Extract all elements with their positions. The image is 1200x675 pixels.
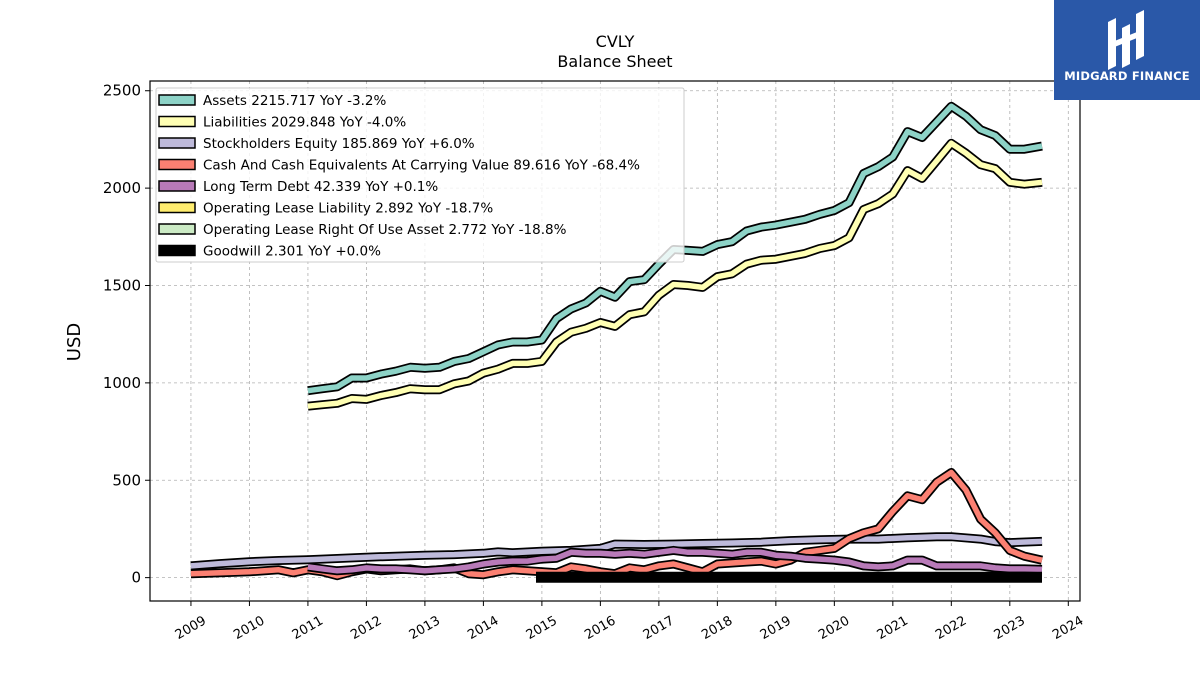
series-layer bbox=[190, 101, 1043, 583]
series-long-term-debt bbox=[307, 545, 1043, 576]
legend-entry: Operating Lease Liability 2.892 YoY -18.… bbox=[203, 201, 493, 217]
legend-entry: Operating Lease Right Of Use Asset 2.772… bbox=[203, 222, 567, 238]
y-tick-label: 0 bbox=[131, 569, 141, 587]
x-tick-label: 2015 bbox=[524, 613, 560, 643]
legend-entry: Long Term Debt 42.339 YoY +0.1% bbox=[203, 179, 438, 195]
plot-frame bbox=[149, 80, 1081, 602]
legend-swatch bbox=[158, 115, 196, 128]
series-line-stockholders-equity bbox=[190, 533, 1043, 569]
y-tick-label: 2500 bbox=[103, 82, 141, 100]
x-tick-label: 2023 bbox=[992, 613, 1028, 643]
legend-swatch bbox=[158, 158, 196, 171]
x-tick-label: 2018 bbox=[699, 613, 735, 643]
x-tick-label: 2019 bbox=[758, 613, 794, 643]
legend: Assets 2215.717 YoY -3.2% Liabilities 202… bbox=[155, 87, 685, 263]
series-line-long-term-debt bbox=[307, 547, 1043, 574]
y-tick-label: 1500 bbox=[103, 276, 141, 294]
legend-swatch bbox=[158, 180, 196, 192]
midgard-logo-icon bbox=[1108, 10, 1144, 70]
x-tick-label: 2014 bbox=[465, 613, 501, 643]
x-tick-label: 2021 bbox=[875, 613, 911, 643]
chart-title: CVLY bbox=[596, 32, 635, 51]
midgard-finance-logo: MIDGARD FINANCE bbox=[1054, 0, 1200, 100]
legend-entry: Cash And Cash Equivalents At Carrying Va… bbox=[203, 158, 640, 174]
y-axis-label: USD bbox=[64, 323, 85, 361]
legend-swatch bbox=[158, 94, 196, 106]
legend-entry: Assets 2215.717 YoY -3.2% bbox=[203, 93, 387, 109]
legend-swatch bbox=[158, 201, 196, 214]
legend-entry: Stockholders Equity 185.869 YoY +6.0% bbox=[203, 136, 475, 152]
x-tick-label: 2011 bbox=[290, 613, 326, 643]
legend-entry: Goodwill 2.301 YoY +0.0% bbox=[203, 244, 381, 260]
series-stockholders-equity bbox=[190, 532, 1043, 571]
legend-swatch bbox=[158, 223, 196, 235]
series-liabilities bbox=[307, 138, 1043, 411]
x-tick-label: 2024 bbox=[1050, 613, 1086, 643]
series-line-liabilities bbox=[307, 140, 1043, 409]
x-tick-label: 2009 bbox=[173, 613, 209, 643]
y-tick-label: 2000 bbox=[103, 179, 141, 197]
x-tick-label: 2022 bbox=[933, 613, 969, 643]
chart-subtitle: Balance Sheet bbox=[557, 52, 672, 71]
x-tick-label: 2017 bbox=[641, 613, 677, 643]
legend-box bbox=[155, 87, 685, 263]
legend-swatch bbox=[158, 244, 196, 257]
x-tick-label: 2010 bbox=[231, 613, 267, 643]
logo-text: MIDGARD FINANCE bbox=[1064, 69, 1190, 83]
legend-entry: Liabilities 2029.848 YoY -4.0% bbox=[203, 115, 406, 131]
x-tick-label: 2012 bbox=[348, 613, 384, 643]
x-tick-label: 2013 bbox=[407, 613, 443, 643]
x-tick-label: 2020 bbox=[816, 613, 852, 643]
x-tick-label: 2016 bbox=[582, 613, 618, 643]
legend-swatch bbox=[158, 137, 196, 149]
y-tick-label: 1000 bbox=[103, 374, 141, 392]
y-tick-label: 500 bbox=[112, 471, 141, 489]
